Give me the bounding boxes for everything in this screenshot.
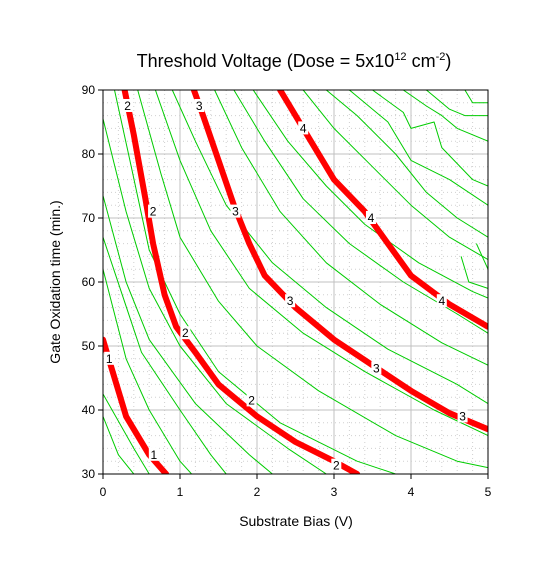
x-tick-label: 2 — [254, 485, 261, 499]
contour-label-3: 3 — [196, 99, 203, 113]
minor-contour-line — [302, 90, 488, 261]
title-exponent-dose: 12 — [394, 51, 406, 63]
x-tick-label: 4 — [408, 485, 415, 499]
contour-label-1: 1 — [150, 448, 157, 462]
major-contour-line-2 — [121, 90, 361, 474]
minor-contour-line — [464, 90, 488, 104]
contour-label-bg — [246, 393, 257, 407]
contour-label-bg — [180, 326, 191, 340]
y-axis-label: Gate Oxidation time (min.) — [47, 200, 63, 363]
contour-label-bg — [298, 121, 309, 135]
minor-contour-line — [103, 118, 327, 474]
title-main: Threshold Voltage (Dose = 5x10 — [137, 51, 395, 71]
contour-label-2: 2 — [333, 459, 340, 473]
contour-label-bg — [122, 99, 133, 112]
y-tick-label: 70 — [82, 211, 96, 225]
chart-title: Threshold Voltage (Dose = 5x1012 cm-2) — [137, 51, 452, 71]
minor-contours — [103, 90, 488, 474]
minor-contour-line — [103, 237, 227, 474]
contour-label-2: 2 — [182, 326, 189, 340]
contour-label-bg — [148, 447, 159, 461]
contour-label-bg — [436, 294, 447, 308]
contour-label-4: 4 — [300, 121, 307, 135]
contour-label-bg — [104, 351, 115, 365]
y-tick-label: 80 — [82, 147, 96, 161]
minor-contour-line — [114, 90, 396, 474]
y-tick-label: 30 — [82, 467, 96, 481]
contour-labels: 1 1 2 2 2 2 2 3 3 3 3 3 4 4 4 — [104, 99, 468, 473]
contour-label-3: 3 — [373, 361, 380, 375]
contour-label-4: 4 — [368, 211, 375, 225]
contour-label-4: 4 — [438, 294, 445, 308]
contour-label-bg — [148, 204, 159, 218]
y-axis-ticks: 30 40 50 60 70 80 90 — [82, 83, 103, 481]
contour-label-1: 1 — [106, 352, 113, 366]
contour-label-3: 3 — [287, 294, 294, 308]
contour-label-bg — [371, 361, 382, 375]
y-tick-label: 40 — [82, 403, 96, 417]
minor-contour-line — [475, 243, 488, 270]
minor-contour-line — [233, 90, 488, 334]
minor-contour-line — [171, 90, 488, 405]
contour-label-bg — [365, 211, 376, 224]
y-tick-label: 60 — [82, 275, 96, 289]
minor-contour-line — [103, 393, 150, 474]
contour-label-bg — [194, 99, 205, 112]
contour-label-2: 2 — [150, 205, 157, 219]
minor-contour-line — [137, 90, 488, 469]
y-tick-label: 50 — [82, 339, 96, 353]
title-end: ) — [445, 51, 451, 71]
y-tick-label: 90 — [82, 83, 96, 97]
title-unit: cm — [407, 51, 436, 71]
contour-label-3: 3 — [232, 205, 239, 219]
minor-contour-line — [103, 269, 192, 474]
minor-contour-line — [349, 90, 488, 206]
contour-label-2: 2 — [124, 99, 131, 113]
contour-label-bg — [230, 204, 241, 218]
minor-contour-line — [154, 90, 488, 437]
x-axis-label: Substrate Bias (V) — [239, 513, 353, 529]
contour-label-3: 3 — [459, 409, 466, 423]
x-tick-label: 3 — [331, 485, 338, 499]
minor-contour-line — [426, 90, 488, 117]
minor-contour-line — [252, 90, 488, 299]
contour-label-2: 2 — [248, 393, 255, 407]
x-axis-ticks: 0 1 2 3 4 5 — [100, 474, 492, 499]
major-contour-line-3 — [190, 90, 488, 433]
minor-contour-line — [103, 416, 135, 474]
minor-contour-line — [403, 90, 488, 142]
contour-label-bg — [457, 409, 468, 423]
title-exponent-unit: -2 — [436, 51, 446, 63]
minor-contour-line — [325, 90, 488, 238]
x-tick-label: 1 — [177, 485, 184, 499]
minor-contour-line — [460, 256, 488, 289]
contour-label-bg — [331, 458, 342, 472]
contour-label-bg — [285, 294, 296, 308]
x-tick-label: 5 — [485, 485, 492, 499]
x-tick-label: 0 — [100, 485, 107, 499]
minor-contour-line — [372, 90, 488, 187]
minor-contour-line — [214, 90, 488, 366]
minor-contour-line — [103, 195, 273, 474]
